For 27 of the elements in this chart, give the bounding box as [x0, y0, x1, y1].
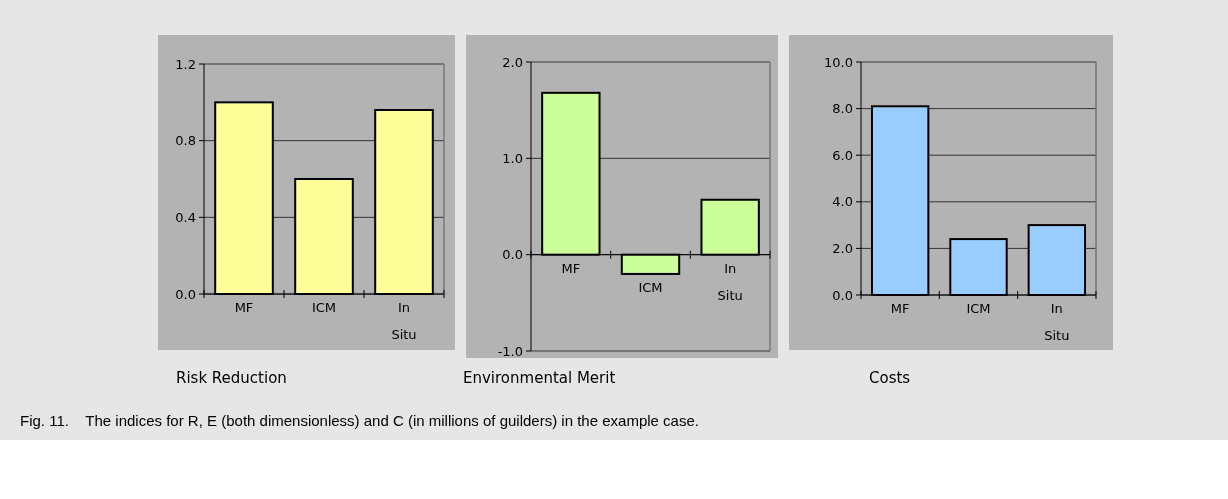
y-tick-label: 8.0: [832, 101, 853, 117]
y-tick-label: 1.2: [175, 56, 196, 72]
x-tick-label: ICM: [638, 279, 663, 295]
x-tick-label: In Situ: [1044, 301, 1070, 343]
x-tick-label: In Situ: [391, 300, 417, 342]
y-tick-label: 0.0: [175, 286, 196, 302]
y-tick-label: 10.0: [824, 54, 853, 70]
x-tick-label: MF: [561, 260, 581, 276]
x-tick-label: ICM: [311, 300, 337, 315]
y-tick-label: 0.8: [175, 133, 196, 149]
y-tick-label: 0.0: [832, 287, 853, 303]
y-tick-label: 1.0: [502, 150, 523, 166]
caption: Fig. 11. The indices for R, E (both dimensionless) and C (in millions of guilders) in the example case.: [20, 412, 699, 429]
y-tick-label: 2.0: [832, 240, 853, 256]
y-tick-label: 2.0: [502, 54, 523, 70]
text: Environmental Merit: [463, 369, 616, 387]
text: Costs: [869, 369, 911, 387]
y-tick-label: 6.0: [832, 147, 853, 163]
y-tick-label: 4.0: [832, 194, 853, 210]
x-tick-label: ICM: [966, 301, 991, 316]
y-tick-label: 0.0: [502, 247, 523, 263]
y-tick-label: 0.4: [175, 209, 196, 225]
x-tick-label: MF: [890, 301, 910, 316]
x-tick-label: In Situ: [717, 260, 743, 303]
x-tick-label: MF: [234, 300, 254, 315]
text: Risk Reduction: [176, 369, 287, 387]
y-tick-label: -1.0: [497, 343, 523, 359]
